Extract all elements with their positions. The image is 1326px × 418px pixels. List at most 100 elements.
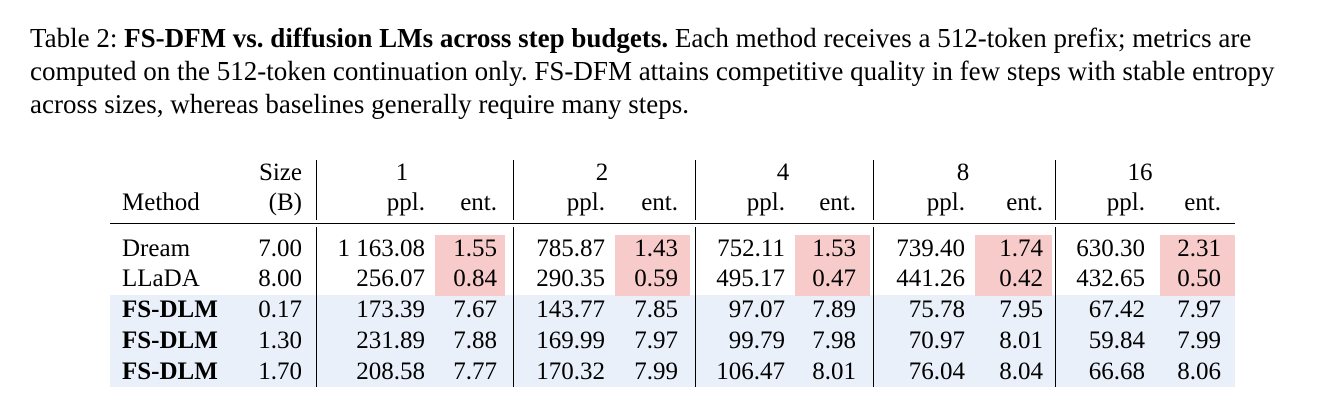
value-cell: 7.00: [258, 235, 302, 262]
value-cell: 66.68: [1088, 358, 1145, 385]
value-cell: 0.17: [258, 296, 302, 323]
highlight-cell: [615, 235, 690, 296]
caption: Table 2: FS-DFM vs. diffusion LMs across…: [30, 22, 1305, 121]
value-cell: 8.01: [812, 358, 856, 385]
method-cell: FS-DLM: [122, 296, 218, 323]
header-cell: Size: [258, 159, 302, 186]
value-cell: 143.77: [536, 296, 605, 323]
value-cell: 1.74: [999, 235, 1043, 262]
column-header: ent.: [460, 189, 497, 216]
value-cell: 2.31: [1177, 235, 1221, 262]
method-cell: LLaDA: [122, 265, 200, 292]
value-cell: 8.00: [258, 265, 302, 292]
value-cell: 256.07: [356, 265, 425, 292]
value-cell: 495.17: [716, 265, 785, 292]
value-cell: 1.70: [258, 358, 302, 385]
column-header: ent.: [1184, 189, 1221, 216]
value-cell: 7.97: [1177, 296, 1221, 323]
value-cell: 441.26: [896, 265, 965, 292]
value-cell: 7.97: [634, 327, 678, 354]
value-cell: 0.47: [812, 265, 856, 292]
column-divider: [316, 227, 317, 387]
column-divider: [513, 227, 514, 387]
value-cell: 169.99: [536, 327, 605, 354]
column-header: ent.: [819, 189, 856, 216]
value-cell: 97.07: [728, 296, 785, 323]
highlight-bg: [110, 295, 1235, 387]
value-cell: 0.59: [634, 265, 678, 292]
column-divider: [695, 160, 696, 220]
value-cell: 231.89: [356, 327, 425, 354]
header-cell: 1: [395, 159, 409, 186]
value-cell: 785.87: [536, 235, 605, 262]
column-header: (B): [268, 189, 302, 216]
value-cell: 59.84: [1088, 327, 1145, 354]
column-divider: [1055, 160, 1056, 220]
value-cell: 0.42: [999, 265, 1043, 292]
header-cell: 4: [776, 159, 790, 186]
caption-label: Table 2:: [30, 23, 118, 53]
value-cell: 0.84: [453, 265, 497, 292]
highlight-cell: [435, 235, 505, 296]
caption-title: FS-DFM vs. diffusion LMs across step bud…: [124, 23, 669, 53]
caption-text: Each method receives a 512-token prefix;…: [30, 23, 1275, 119]
value-cell: 7.89: [812, 296, 856, 323]
value-cell: 7.85: [634, 296, 678, 323]
value-cell: 630.30: [1076, 235, 1145, 262]
value-cell: 106.47: [716, 358, 785, 385]
highlight-cell: [795, 235, 870, 296]
column-header: ent.: [1006, 189, 1043, 216]
value-cell: 1.55: [453, 235, 497, 262]
value-cell: 170.32: [536, 358, 605, 385]
value-cell: 0.50: [1177, 265, 1221, 292]
value-cell: 8.04: [999, 358, 1043, 385]
header-cell: 16: [1127, 159, 1153, 186]
method-cell: FS-DLM: [122, 358, 218, 385]
value-cell: 739.40: [896, 235, 965, 262]
method-cell: Dream: [122, 235, 191, 262]
value-cell: 1 163.08: [337, 235, 426, 262]
header-cell: 8: [956, 159, 970, 186]
column-header: ppl.: [386, 189, 425, 216]
value-cell: 1.53: [812, 235, 856, 262]
value-cell: 1.43: [634, 235, 678, 262]
value-cell: 173.39: [356, 296, 425, 323]
column-header: ppl.: [1106, 189, 1145, 216]
value-cell: 7.95: [999, 296, 1043, 323]
value-cell: 7.99: [1177, 327, 1221, 354]
column-divider: [873, 227, 874, 387]
value-cell: 7.98: [812, 327, 856, 354]
value-cell: 67.42: [1088, 296, 1145, 323]
value-cell: 1.30: [258, 327, 302, 354]
header-cell: 2: [595, 159, 609, 186]
value-cell: 7.77: [453, 358, 497, 385]
column-divider: [695, 227, 696, 387]
highlight-cell: [975, 235, 1052, 296]
value-cell: 8.06: [1177, 358, 1221, 385]
value-cell: 75.78: [908, 296, 965, 323]
value-cell: 432.65: [1076, 265, 1145, 292]
value-cell: 7.67: [453, 296, 497, 323]
highlight-cell: [1160, 235, 1235, 296]
column-divider: [873, 160, 874, 220]
column-header: ent.: [641, 189, 678, 216]
value-cell: 99.79: [728, 327, 785, 354]
rule: [110, 223, 1235, 224]
method-cell: FS-DLM: [122, 327, 218, 354]
value-cell: 76.04: [908, 358, 965, 385]
value-cell: 70.97: [908, 327, 965, 354]
value-cell: 7.99: [634, 358, 678, 385]
column-header: ppl.: [566, 189, 605, 216]
column-divider: [1055, 227, 1056, 387]
value-cell: 8.01: [999, 327, 1043, 354]
column-header: ppl.: [926, 189, 965, 216]
column-header: Method: [122, 189, 200, 216]
value-cell: 7.88: [453, 327, 497, 354]
column-divider: [513, 160, 514, 220]
value-cell: 208.58: [356, 358, 425, 385]
column-divider: [316, 160, 317, 220]
value-cell: 290.35: [536, 265, 605, 292]
column-header: ppl.: [746, 189, 785, 216]
value-cell: 752.11: [717, 235, 785, 262]
